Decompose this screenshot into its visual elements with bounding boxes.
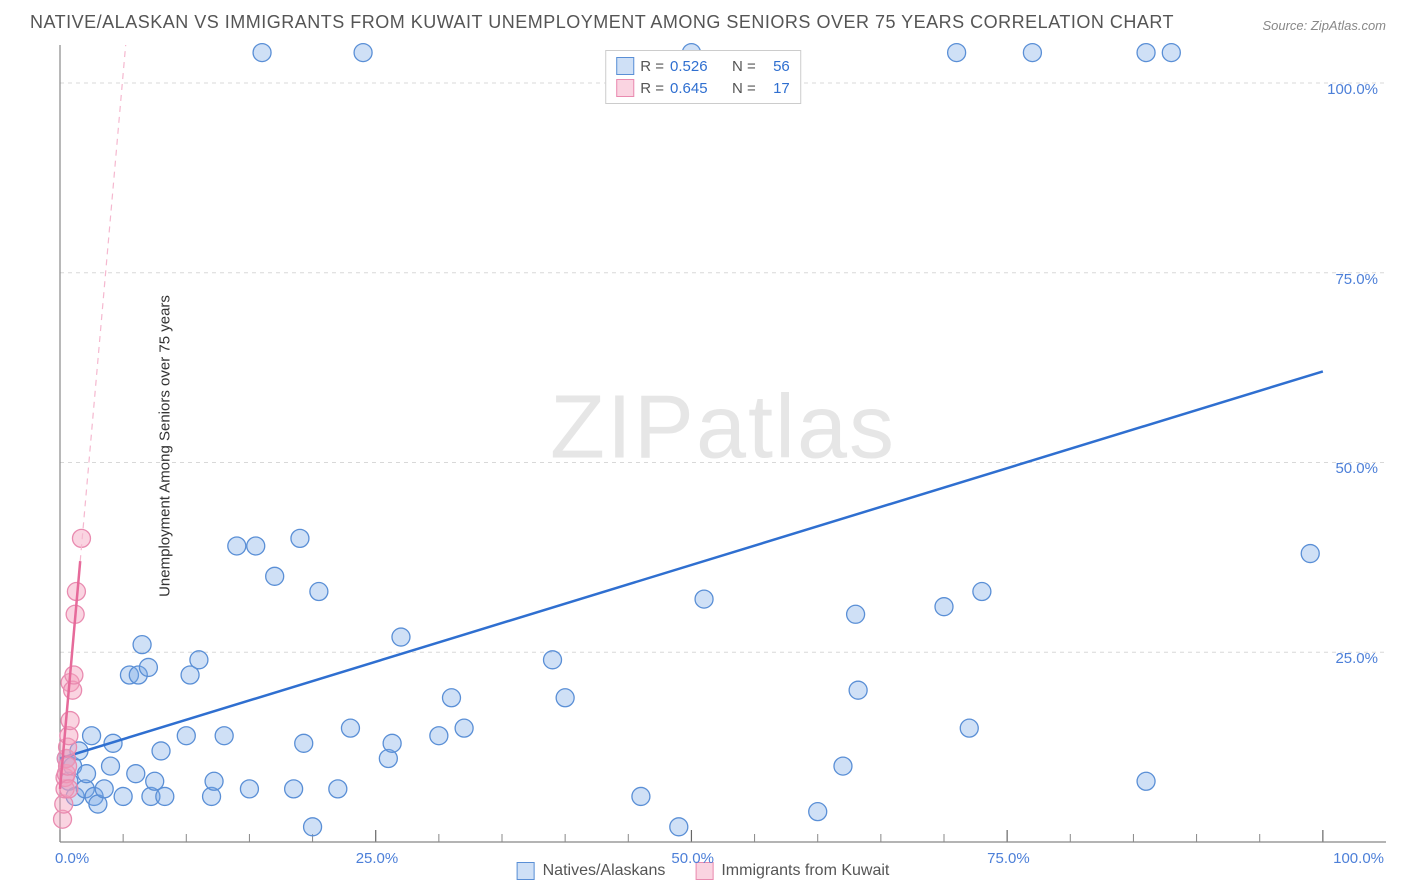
legend-label: Natives/Alaskans	[543, 862, 666, 880]
n-value: 17	[762, 80, 790, 97]
r-label: R =	[640, 58, 664, 75]
y-tick-label: 75.0%	[1335, 271, 1378, 288]
legend-row: R = 0.645 N = 17	[616, 77, 790, 99]
x-tick-label: 75.0%	[987, 850, 1030, 867]
x-tick-label: 50.0%	[671, 850, 714, 867]
legend-swatch	[616, 57, 634, 75]
r-value: 0.645	[670, 80, 718, 97]
legend-label: Immigrants from Kuwait	[721, 862, 889, 880]
legend-swatch	[616, 79, 634, 97]
legend-item: Natives/Alaskans	[517, 862, 666, 880]
x-tick-label: 0.0%	[55, 850, 89, 867]
source-label: Source: ZipAtlas.com	[1262, 18, 1386, 33]
chart-canvas	[60, 45, 1386, 842]
y-tick-label: 100.0%	[1327, 81, 1378, 98]
y-tick-label: 25.0%	[1335, 650, 1378, 667]
chart-title: NATIVE/ALASKAN VS IMMIGRANTS FROM KUWAIT…	[30, 12, 1174, 33]
n-label: N =	[732, 80, 756, 97]
correlation-legend: R = 0.526 N = 56 R = 0.645 N = 17	[605, 50, 801, 104]
y-tick-label: 50.0%	[1335, 460, 1378, 477]
legend-row: R = 0.526 N = 56	[616, 55, 790, 77]
n-label: N =	[732, 58, 756, 75]
legend-item: Immigrants from Kuwait	[695, 862, 889, 880]
legend-swatch	[517, 862, 535, 880]
n-value: 56	[762, 58, 790, 75]
r-label: R =	[640, 80, 664, 97]
x-tick-label: 25.0%	[356, 850, 399, 867]
x-tick-label: 100.0%	[1333, 850, 1384, 867]
r-value: 0.526	[670, 58, 718, 75]
scatter-plot: ZIPatlas	[60, 45, 1386, 842]
